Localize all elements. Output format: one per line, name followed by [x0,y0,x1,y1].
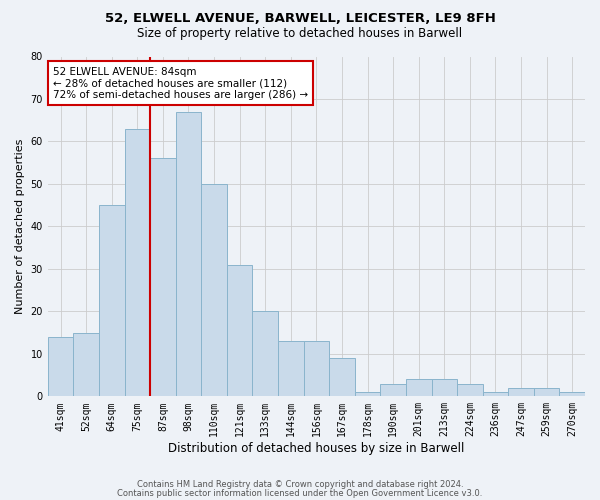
Bar [380,384,406,396]
Bar [406,380,431,396]
Bar [534,388,559,396]
Bar [125,128,150,396]
Bar [201,184,227,396]
Text: 52, ELWELL AVENUE, BARWELL, LEICESTER, LE9 8FH: 52, ELWELL AVENUE, BARWELL, LEICESTER, L… [104,12,496,26]
Bar [457,384,482,396]
Bar [176,112,201,397]
Bar [304,341,329,396]
Text: Contains public sector information licensed under the Open Government Licence v3: Contains public sector information licen… [118,488,482,498]
Bar [48,337,73,396]
Bar [508,388,534,396]
Bar [559,392,585,396]
Bar [150,158,176,396]
Bar [482,392,508,396]
Bar [355,392,380,396]
Text: 52 ELWELL AVENUE: 84sqm
← 28% of detached houses are smaller (112)
72% of semi-d: 52 ELWELL AVENUE: 84sqm ← 28% of detache… [53,66,308,100]
Bar [253,312,278,396]
Bar [227,264,253,396]
Text: Size of property relative to detached houses in Barwell: Size of property relative to detached ho… [137,28,463,40]
Y-axis label: Number of detached properties: Number of detached properties [15,138,25,314]
Bar [431,380,457,396]
Bar [73,332,99,396]
Bar [329,358,355,397]
Bar [278,341,304,396]
Text: Contains HM Land Registry data © Crown copyright and database right 2024.: Contains HM Land Registry data © Crown c… [137,480,463,489]
X-axis label: Distribution of detached houses by size in Barwell: Distribution of detached houses by size … [168,442,464,455]
Bar [99,205,125,396]
